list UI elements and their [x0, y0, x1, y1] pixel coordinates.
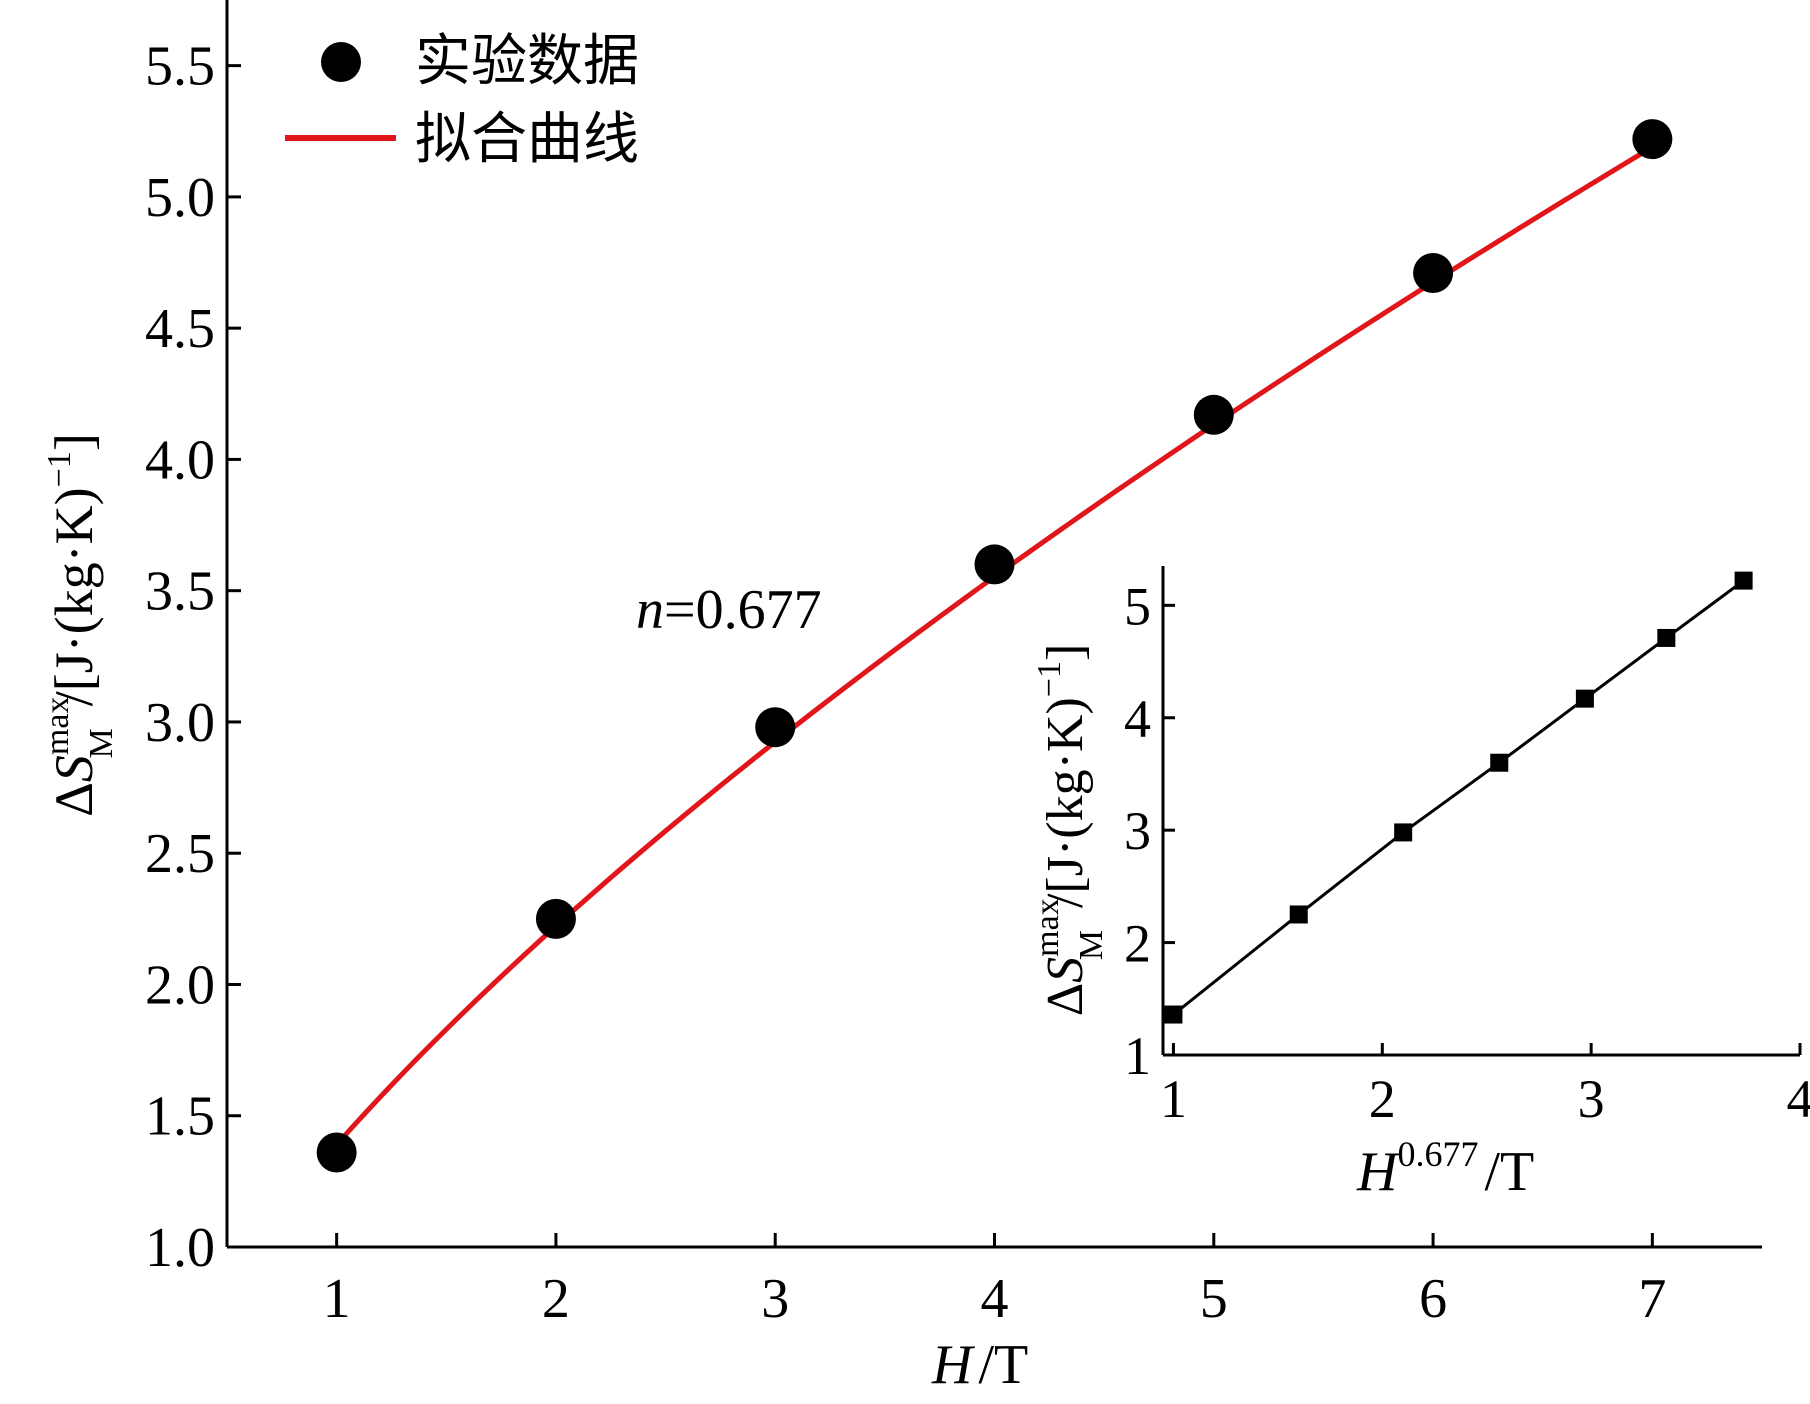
- main-chart: 1 2 3 4 5 6 7 1.0 1.5 2.0 2.5 3.0 3.5 4.0 4.5 5.0 5.5 实…: [39, 0, 1762, 1396]
- main-y-label-exp: −1: [41, 451, 78, 487]
- data-point: [1413, 253, 1454, 294]
- inset-y-label-sup: max: [1029, 898, 1066, 957]
- annotation-n: n: [636, 579, 664, 641]
- main-x-tick-label: 3: [761, 1268, 789, 1330]
- inset-marker: [1734, 571, 1753, 590]
- main-y-ticks: 1.0 1.5 2.0 2.5 3.0 3.5 4.0 4.5 5.0 5.5: [145, 36, 241, 1279]
- inset-y-label-unit: /[J·(kg·K): [1037, 697, 1094, 908]
- inset-markers-layer: [1164, 571, 1753, 1024]
- inset-y-label-s: S: [1037, 957, 1094, 983]
- main-y-axis-label: ΔSmax M /[J·(kg·K)−1]: [39, 433, 120, 817]
- main-y-tick-label: 1.5: [145, 1086, 215, 1148]
- inset-x-ticks: 1 2 3 4: [1160, 1043, 1810, 1129]
- legend: 实验数据 拟合曲线: [285, 29, 639, 172]
- inset-y-tick-label: 3: [1124, 801, 1151, 861]
- main-y-label-close: ]: [44, 433, 104, 451]
- inset-marker: [1289, 905, 1308, 924]
- main-x-ticks: 1 2 3 4 5 6 7: [323, 1233, 1666, 1330]
- main-y-label-s: S: [44, 755, 104, 782]
- main-y-tick-label: 2.0: [145, 954, 215, 1016]
- inset-x-tick-label: 1: [1160, 1069, 1187, 1129]
- legend-label-points: 实验数据: [415, 29, 639, 94]
- inset-y-tick-label: 2: [1124, 914, 1151, 974]
- main-x-tick-label: 1: [323, 1268, 351, 1330]
- main-x-label-symbol: H: [931, 1334, 975, 1396]
- inset-y-ticks: 1 2 3 4 5: [1124, 576, 1175, 1086]
- inset-y-axis-label: ΔSmax M /[J·(kg·K)−1]: [1029, 644, 1110, 1017]
- inset-x-label-unit: /T: [1484, 1141, 1534, 1203]
- legend-marker-points: [321, 42, 361, 82]
- exponent-annotation: n=0.677: [636, 579, 822, 641]
- inset-y-tick-label: 1: [1124, 1026, 1151, 1086]
- main-x-tick-label: 2: [542, 1268, 570, 1330]
- inset-marker: [1575, 689, 1594, 708]
- inset-y-label-delta: Δ: [1037, 983, 1094, 1016]
- inset-y-label-sub: M: [1073, 930, 1110, 960]
- main-x-tick-label: 7: [1638, 1268, 1666, 1330]
- main-y-tick-label: 3.0: [145, 692, 215, 754]
- main-y-tick-label: 5.5: [145, 36, 215, 98]
- main-y-tick-label: 3.5: [145, 561, 215, 623]
- main-y-tick-label: 4.5: [145, 298, 215, 360]
- inset-x-label-sup: 0.677: [1397, 1134, 1478, 1174]
- data-point: [1632, 119, 1673, 160]
- main-y-tick-label: 1.0: [145, 1217, 215, 1279]
- inset-y-tick-label: 5: [1124, 576, 1151, 636]
- main-x-axis-label: H/T: [931, 1334, 1028, 1396]
- inset-x-axis-label: H0.677/T: [1356, 1134, 1534, 1203]
- main-y-label-delta: Δ: [44, 782, 104, 817]
- main-y-tick-label: 4.0: [145, 429, 215, 491]
- inset-marker: [1164, 1005, 1183, 1024]
- main-y-label-unit: /[J·(kg·K): [44, 487, 104, 706]
- annotation-value: =0.677: [664, 579, 822, 641]
- main-y-tick-label: 2.5: [145, 823, 215, 885]
- inset-y-label-exp: −1: [1031, 661, 1068, 697]
- main-y-label-sup: max: [39, 697, 76, 756]
- inset-x-tick-label: 2: [1369, 1069, 1396, 1129]
- inset-y-tick-label: 4: [1124, 689, 1151, 749]
- main-x-tick-label: 6: [1419, 1268, 1447, 1330]
- data-point: [755, 707, 796, 748]
- main-y-label-sub: M: [83, 728, 120, 758]
- inset-marker: [1657, 628, 1676, 647]
- main-x-tick-label: 5: [1200, 1268, 1228, 1330]
- data-points-layer: [316, 119, 1673, 1173]
- main-x-label-unit: /T: [978, 1334, 1028, 1396]
- inset-x-tick-label: 3: [1578, 1069, 1605, 1129]
- inset-marker: [1394, 823, 1413, 842]
- inset-x-label-symbol: H: [1356, 1141, 1400, 1203]
- data-point: [535, 898, 576, 939]
- legend-label-line: 拟合曲线: [415, 107, 639, 172]
- data-point: [316, 1132, 357, 1173]
- data-point: [1193, 394, 1234, 435]
- inset-marker: [1490, 753, 1509, 772]
- main-x-tick-label: 4: [981, 1268, 1009, 1330]
- inset-chart: 1 2 3 4 1 2 3 4 5 H0.677/T ΔSmax M /[J·(kg·K)−1]: [1029, 566, 1810, 1203]
- inset-y-label-close: ]: [1037, 644, 1094, 661]
- main-y-tick-label: 5.0: [145, 167, 215, 229]
- data-point: [974, 544, 1015, 585]
- inset-background: [1170, 568, 1810, 1058]
- inset-x-tick-label: 4: [1787, 1069, 1810, 1129]
